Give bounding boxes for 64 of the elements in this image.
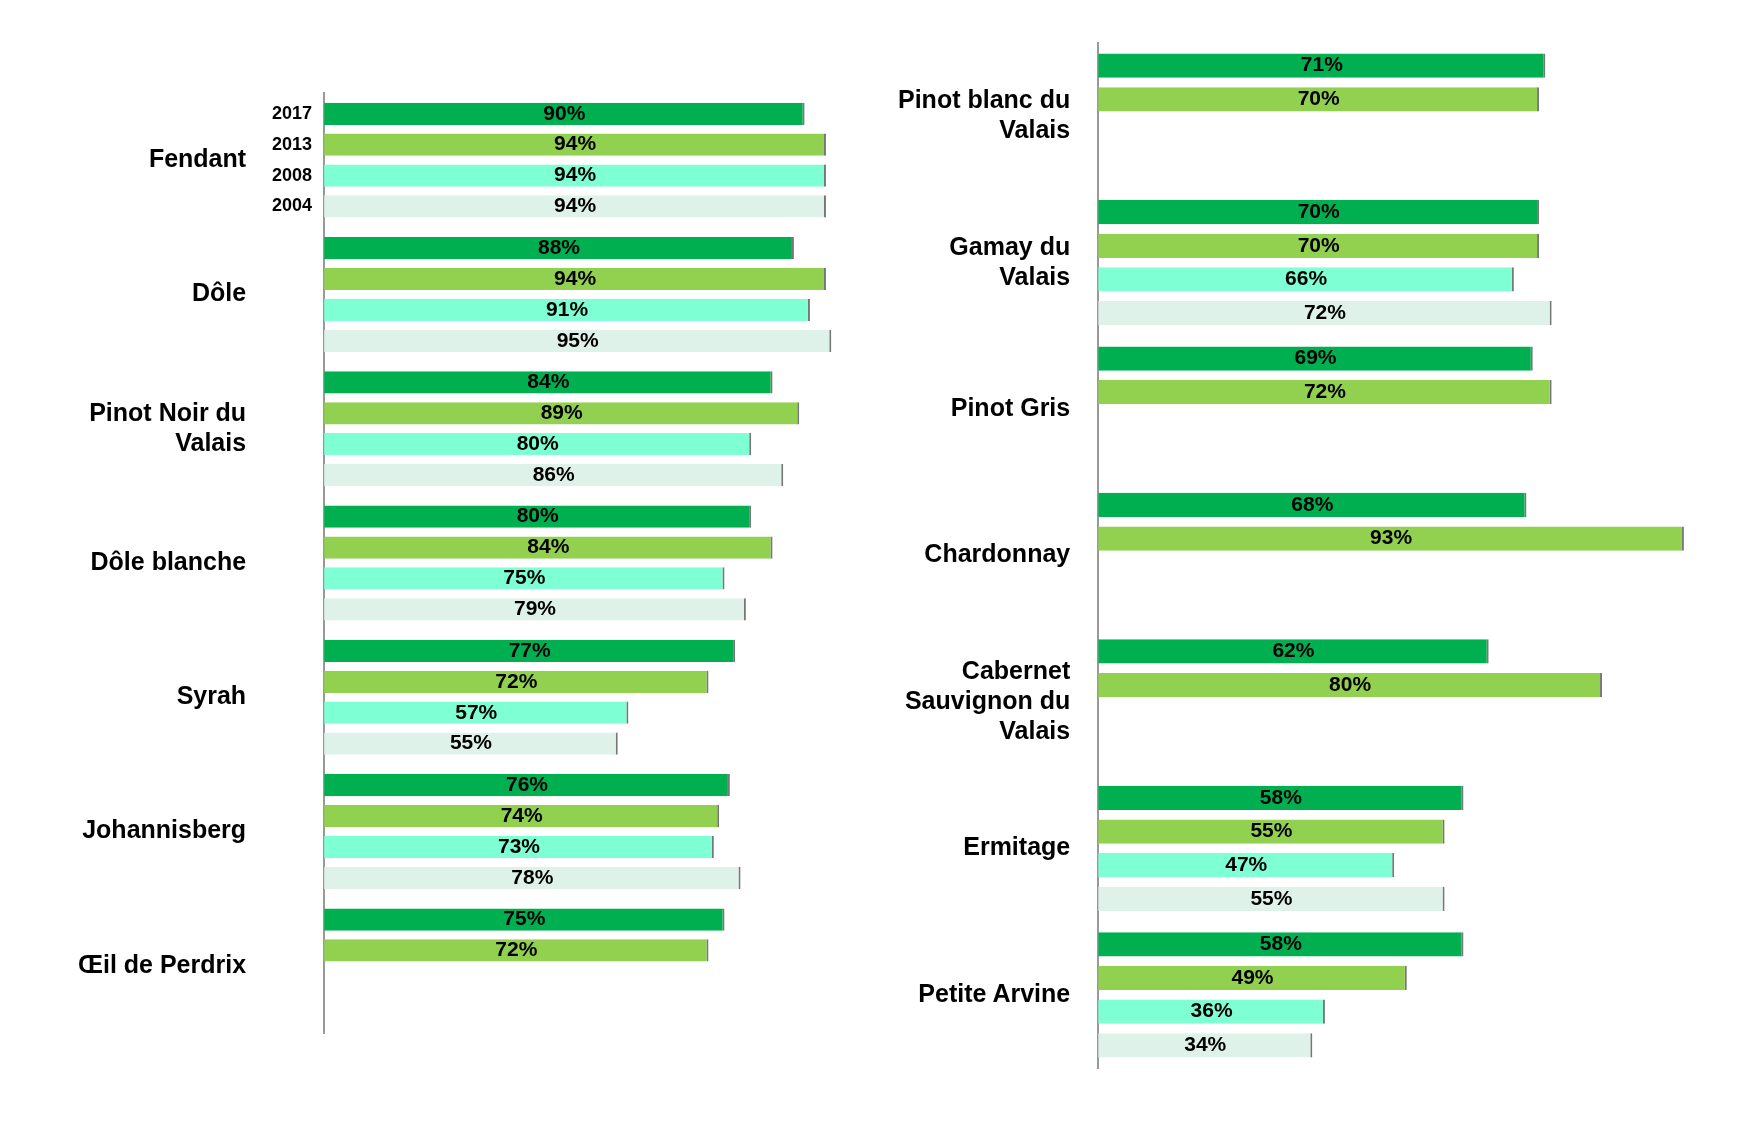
data-label: 62% bbox=[1272, 638, 1315, 662]
data-label: 80% bbox=[516, 503, 560, 527]
data-label: 84% bbox=[527, 534, 570, 558]
y-tick-label: Chardonnay bbox=[924, 539, 1071, 568]
y-tick-label: Syrah bbox=[176, 681, 247, 710]
y-tick-label: Pinot Gris bbox=[950, 392, 1071, 421]
data-label: 91% bbox=[546, 296, 589, 320]
data-label: 36% bbox=[1190, 998, 1233, 1022]
data-label: 55% bbox=[449, 730, 493, 754]
data-label: 94% bbox=[554, 265, 597, 289]
data-label: 93% bbox=[1370, 525, 1413, 549]
data-label: 58% bbox=[1259, 784, 1303, 808]
data-label: 57% bbox=[455, 699, 498, 723]
y-tick-label: Pinot blanc du Valais bbox=[898, 85, 1071, 144]
series-label: 2008 bbox=[272, 164, 313, 185]
data-label: 79% bbox=[513, 596, 557, 620]
data-label: 77% bbox=[508, 637, 551, 661]
y-tick-label: Gamay du Valais bbox=[949, 231, 1071, 290]
data-label: 72% bbox=[1303, 299, 1347, 323]
data-label: 58% bbox=[1259, 931, 1303, 955]
data-label: 94% bbox=[554, 131, 597, 155]
data-label: 86% bbox=[532, 461, 576, 485]
data-label: 76% bbox=[505, 772, 549, 796]
data-label: 90% bbox=[543, 100, 586, 124]
data-label: 71% bbox=[1300, 52, 1344, 76]
data-label: 80% bbox=[516, 430, 560, 454]
data-label: 34% bbox=[1184, 1032, 1227, 1056]
data-label: 94% bbox=[554, 162, 597, 186]
data-label: 78% bbox=[511, 864, 554, 888]
y-tick-label: Pinot Noir du Valais bbox=[89, 397, 247, 456]
data-label: 69% bbox=[1294, 345, 1337, 369]
series-label: 2013 bbox=[272, 133, 313, 154]
data-label: 72% bbox=[495, 668, 538, 692]
data-label: 84% bbox=[527, 369, 570, 393]
y-tick-label: Petite Arvine bbox=[918, 978, 1071, 1007]
data-label: 72% bbox=[495, 937, 538, 961]
data-label: 94% bbox=[554, 193, 597, 217]
y-tick-label: Œil de Perdrix bbox=[77, 949, 247, 978]
y-tick-label: Fendant bbox=[148, 144, 247, 173]
y-tick-label: Dôle blanche bbox=[90, 546, 247, 575]
data-label: 70% bbox=[1297, 198, 1340, 222]
data-label: 72% bbox=[1303, 379, 1347, 403]
data-label: 49% bbox=[1231, 964, 1274, 988]
data-label: 66% bbox=[1285, 266, 1328, 290]
data-label: 75% bbox=[503, 906, 546, 930]
data-label: 88% bbox=[538, 234, 581, 258]
data-label: 75% bbox=[503, 565, 546, 589]
data-label: 47% bbox=[1225, 851, 1268, 875]
data-label: 95% bbox=[556, 327, 600, 351]
data-label: 55% bbox=[1250, 885, 1293, 909]
y-tick-label: Johannisberg bbox=[82, 815, 247, 844]
data-label: 80% bbox=[1329, 671, 1372, 695]
data-label: 55% bbox=[1250, 818, 1293, 842]
data-label: 74% bbox=[500, 802, 543, 826]
data-label: 68% bbox=[1291, 491, 1334, 515]
y-tick-label: Ermitage bbox=[963, 832, 1071, 861]
series-label: 2017 bbox=[272, 102, 313, 123]
data-label: 70% bbox=[1297, 232, 1340, 256]
data-label: 73% bbox=[497, 833, 541, 857]
y-tick-label: Dôle bbox=[191, 278, 247, 307]
data-label: 70% bbox=[1297, 86, 1340, 110]
y-tick-label: Cabernet Sauvignon du Valais bbox=[904, 655, 1071, 744]
series-label: 2004 bbox=[272, 195, 313, 216]
data-label: 89% bbox=[540, 400, 584, 424]
